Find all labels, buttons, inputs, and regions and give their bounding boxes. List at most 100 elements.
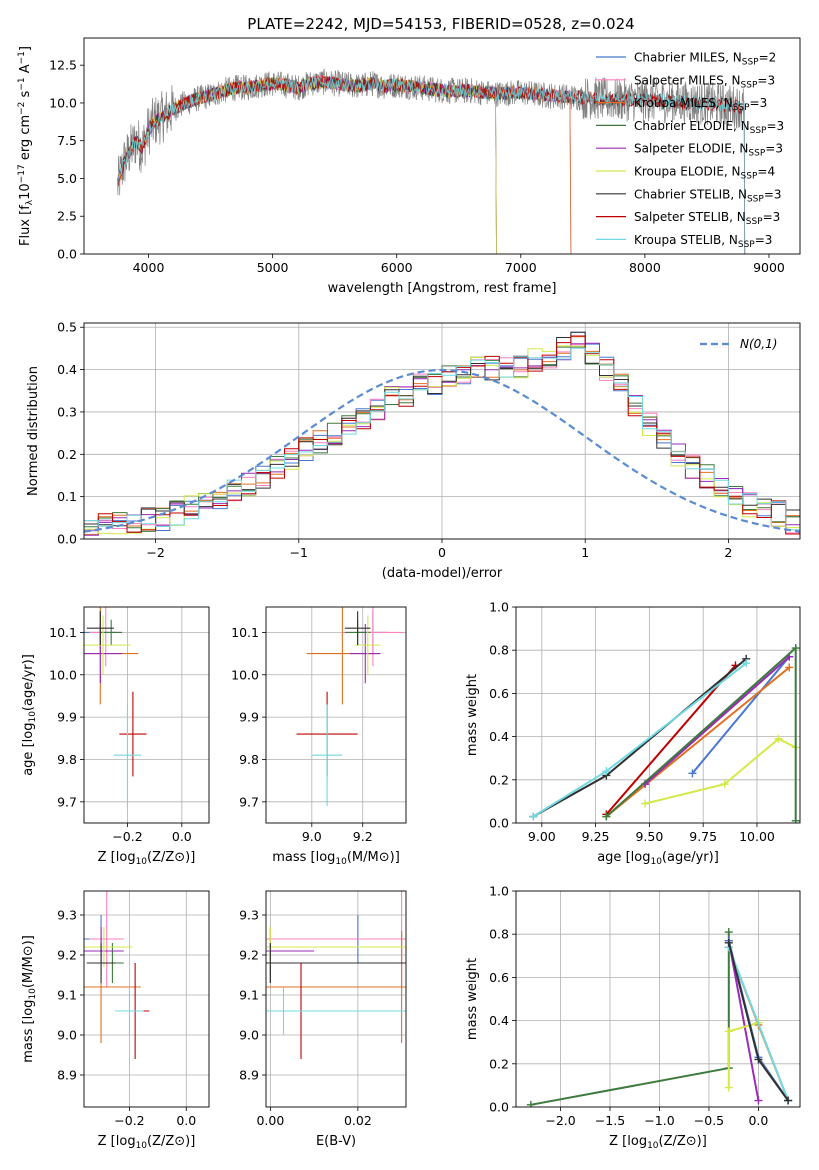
x-tick-label: −1.5 [595, 1113, 625, 1128]
panel-z-age: −0.2 0.0 9.7 9.8 9.9 10.0 10.1 Z [log10(Z/Z⊙)] a… [21, 606, 210, 867]
y-tick-label: 10.1 [231, 625, 259, 640]
weight-marker [774, 734, 783, 743]
panel-mass-age: 9.0 9.2 9.7 9.8 9.9 10.0 10.1 mass [log10(M/M⊙)… [231, 606, 407, 867]
x-tick-label: 9.00 [528, 829, 556, 844]
weight-line [691, 656, 790, 774]
x-axis-label: Z [log10(Z/Z⊙)] [98, 1134, 196, 1151]
x-tick-label: −1.0 [644, 1113, 674, 1128]
y-tick-label: 0.0 [57, 247, 77, 262]
x-axis-label: age [log10(age/yr)] [597, 850, 719, 867]
x-tick-label: 0 [438, 545, 446, 560]
y-tick-label: 9.8 [239, 752, 259, 767]
legend-entry: Chabrier STELIB, NSSP=3 [634, 187, 782, 204]
y-tick-label: 0.8 [489, 927, 509, 942]
legend-entry: Chabrier ELODIE, NSSP=3 [634, 119, 784, 136]
y-tick-label: 1.0 [489, 600, 509, 615]
y-tick-label: 9.0 [57, 1028, 77, 1043]
weight-marker [754, 1055, 763, 1064]
y-tick-label: 0.3 [57, 404, 77, 419]
x-tick-label: 8000 [629, 260, 661, 275]
weight-marker [529, 812, 538, 821]
x-tick-label: 2 [724, 545, 732, 560]
x-tick-label: 9.25 [582, 829, 610, 844]
x-axis-label: wavelength [Angstrom, rest frame] [328, 281, 557, 296]
y-tick-label: 9.3 [239, 908, 259, 923]
x-tick-label: 4000 [133, 260, 165, 275]
legend-entry: Kroupa STELIB, NSSP=3 [634, 233, 772, 250]
weight-marker [641, 799, 650, 808]
plot-area-z-age [84, 607, 209, 823]
y-tick-label: 2.5 [57, 209, 77, 224]
x-tick-label: 10.00 [739, 829, 775, 844]
residual-histogram [84, 347, 800, 539]
y-tick-label: 12.5 [49, 58, 77, 73]
weight-marker [720, 780, 729, 789]
panel-spectrum: 4000 5000 6000 7000 8000 9000 0.0 2.5 5.0 7.5 10.0… [17, 37, 801, 296]
y-tick-label: 5.0 [57, 171, 77, 186]
y-tick-label: 0.2 [489, 1056, 509, 1071]
plot-area-mass-age [266, 607, 406, 823]
weight-marker [785, 663, 794, 672]
x-tick-label: −2.0 [545, 1113, 575, 1128]
y-tick-label: 0.6 [489, 686, 509, 701]
y-tick-label: 9.8 [57, 752, 77, 767]
x-tick-label: 9.0 [302, 829, 322, 844]
x-tick-label: 9.50 [635, 829, 663, 844]
panel-z-weight: −2.0 −1.5 −1.0 −0.5 0.0 0.0 0.2 0.4 0.6 0.8 1.0 Z [… [465, 884, 801, 1151]
x-axis-label: mass [log10(M/M⊙)] [272, 850, 400, 867]
weight-line [644, 737, 797, 805]
legend-entry: Salpeter ELODIE, NSSP=3 [634, 142, 783, 159]
model-spectrum [118, 75, 746, 254]
axes-frame [83, 37, 801, 255]
x-tick-label: 0.02 [344, 1113, 372, 1128]
plot-area-z-weight [516, 891, 800, 1107]
y-tick-label: 9.9 [239, 710, 259, 725]
x-tick-label: 0.00 [256, 1113, 284, 1128]
x-axis-label: Z [log10(Z/Z⊙)] [98, 850, 196, 867]
axes-frame [515, 606, 801, 824]
y-tick-label: 10.0 [49, 95, 77, 110]
y-tick-label: 9.7 [239, 794, 259, 809]
axes-frame [515, 890, 801, 1108]
y-axis-label: mass weight [465, 674, 480, 756]
x-tick-label: −2 [146, 545, 164, 560]
weight-marker [784, 1096, 793, 1105]
y-tick-label: 0.0 [489, 816, 509, 831]
y-tick-label: 9.1 [239, 988, 259, 1003]
y-tick-label: 10.0 [49, 667, 77, 682]
plot-area-z-mass [84, 891, 209, 1107]
y-tick-label: 0.2 [57, 447, 77, 462]
panel-ebv-mass: 0.00 0.02 8.9 9.0 9.1 9.2 9.3 E(B-V) [239, 890, 407, 1149]
x-tick-label: 9.75 [689, 829, 717, 844]
weight-marker [602, 812, 611, 821]
y-tick-label: 0.4 [489, 1013, 509, 1028]
y-tick-label: 7.5 [57, 133, 77, 148]
weight-marker [526, 1100, 535, 1107]
panels: 4000 5000 6000 7000 8000 90000.02.55.07.510.0… [17, 37, 801, 1151]
weight-marker [724, 928, 733, 937]
y-tick-label: 0.4 [57, 362, 77, 377]
legend-entry: Kroupa MILES, NSSP=3 [634, 96, 767, 113]
weight-marker [724, 938, 733, 947]
legend-entry: Salpeter STELIB, NSSP=3 [634, 210, 780, 227]
panel-residuals: −2 −1 0 1 2 0.0 0.1 0.2 0.3 0.4 0.5 (data-model)/er… [26, 320, 801, 581]
weight-line [644, 655, 790, 785]
plot-area-ebv-mass [266, 891, 406, 1107]
x-axis-label: E(B-V) [316, 1134, 356, 1149]
axes-frame [83, 322, 801, 540]
axes-frame [265, 606, 407, 824]
weight-marker [754, 1096, 763, 1105]
weight-marker [724, 1083, 733, 1092]
y-axis-label: mass weight [465, 958, 480, 1040]
y-tick-label: 0.0 [57, 532, 77, 547]
axes-frame [265, 890, 407, 1108]
y-axis-label: Flux [fλ10−17 erg cm−2 s−1 A−1] [17, 46, 35, 246]
x-tick-label: 9000 [753, 260, 785, 275]
y-tick-label: 9.2 [57, 948, 77, 963]
x-tick-label: 0.0 [172, 829, 192, 844]
panel-age-weight: 9.00 9.25 9.50 9.75 10.00 0.0 0.2 0.4 0.6 0.8 1.0 a… [465, 600, 801, 867]
y-tick-label: 1.0 [489, 884, 509, 899]
weight-line [727, 946, 790, 1101]
y-tick-label: 0.4 [489, 729, 509, 744]
